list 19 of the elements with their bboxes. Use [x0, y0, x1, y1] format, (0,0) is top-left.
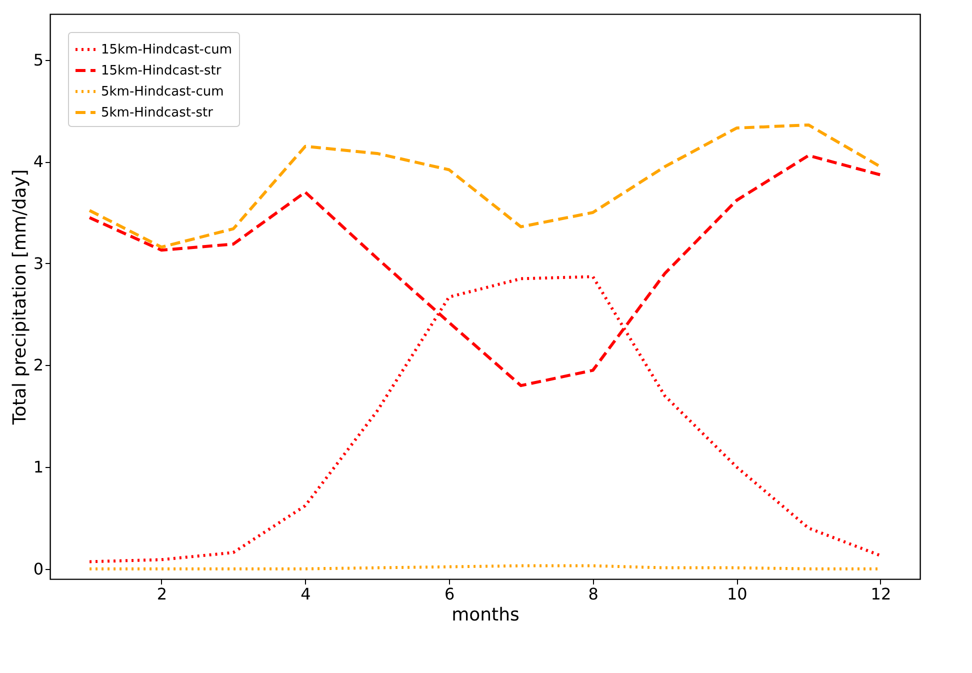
line-series — [88, 123, 882, 249]
x-tick-label: 10 — [726, 584, 748, 604]
x-tick-label: 6 — [444, 584, 455, 604]
y-tick-label: 1 — [33, 458, 44, 477]
y-tick-label: 0 — [33, 559, 44, 578]
y-tick-label: 4 — [33, 152, 44, 172]
x-axis-title: months — [452, 604, 520, 626]
y-axis-title: Total precipitation [mm/day] — [9, 169, 30, 426]
y-tick-label: 5 — [33, 50, 44, 70]
y-tick-label: 2 — [33, 356, 44, 375]
y-tick-label: 3 — [33, 254, 44, 273]
legend-label: 5km-Hindcast-str — [101, 106, 214, 120]
x-tick-label: 4 — [300, 584, 311, 604]
legend-label: 15km-Hindcast-cum — [101, 42, 232, 58]
x-tick-label: 2 — [156, 584, 168, 604]
legend-label: 5km-Hindcast-cum — [101, 84, 224, 100]
x-tick-label: 8 — [588, 584, 598, 604]
x-tick-label: 12 — [870, 584, 892, 604]
legend-label: 15km-Hindcast-str — [101, 64, 222, 78]
